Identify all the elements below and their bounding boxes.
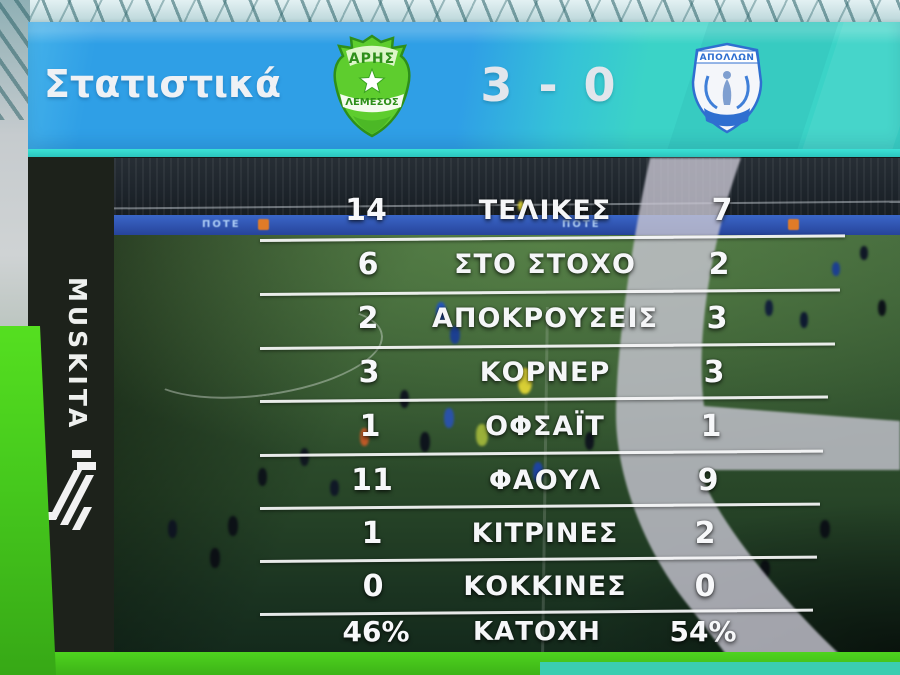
stat-home-value: 1 bbox=[359, 409, 381, 444]
stat-away-value: 3 bbox=[703, 355, 725, 390]
stat-home-value: 2 bbox=[357, 301, 379, 336]
ad-text: ΠΟΤΕ bbox=[202, 219, 241, 230]
stadium-stands bbox=[114, 158, 900, 216]
ad-logo-square bbox=[258, 219, 269, 230]
player-figure bbox=[450, 326, 460, 344]
stat-label: ΣΤΟ ΣΤΟΧΟ bbox=[454, 249, 636, 280]
player-figure bbox=[533, 462, 543, 482]
player-figure bbox=[765, 300, 773, 316]
player-figure bbox=[300, 448, 309, 466]
header-underline bbox=[28, 149, 900, 157]
stadium-roof bbox=[0, 0, 900, 26]
player-figure bbox=[330, 480, 339, 496]
match-score: 3 - 0 bbox=[480, 58, 621, 112]
ad-text: ΠΟΤΕ bbox=[562, 219, 601, 230]
player-figure bbox=[820, 520, 830, 538]
stat-home-value: 46% bbox=[342, 615, 410, 648]
player-figure bbox=[420, 432, 430, 452]
stat-away-value: 0 bbox=[694, 569, 716, 604]
apollon-crest: ΑΠΟΛΛΩΝ bbox=[691, 42, 763, 134]
stat-away-value: 7 bbox=[711, 193, 733, 228]
teal-board-foreground bbox=[540, 662, 900, 675]
stat-label: ΑΠΟΚΡΟΥΣΕΙΣ bbox=[431, 303, 659, 334]
stat-label: ΦΑΟΥΛ bbox=[488, 465, 602, 496]
player-figure bbox=[258, 468, 267, 486]
stat-label: ΤΕΛΙΚΕΣ bbox=[478, 195, 612, 226]
ad-logo-square bbox=[788, 219, 799, 230]
stat-home-value: 14 bbox=[345, 193, 387, 228]
stat-home-value: 6 bbox=[357, 247, 379, 282]
match-video-area: ΠΟΤΕ ΠΟΤΕ bbox=[114, 158, 900, 652]
aris-name: ΑΡΗΣ bbox=[349, 51, 395, 67]
stat-away-value: 2 bbox=[694, 516, 716, 551]
player-figure bbox=[518, 368, 532, 394]
player-figure bbox=[360, 428, 369, 446]
player-figure bbox=[878, 300, 886, 316]
aris-crest: ΑΡΗΣ ΛΕΜΕΣΟΣ bbox=[333, 34, 411, 138]
player-figure bbox=[444, 408, 454, 428]
muskita-logo-icon bbox=[44, 450, 96, 530]
sponsor-name: MUSKITA bbox=[63, 277, 92, 432]
apollon-name: ΑΠΟΛΛΩΝ bbox=[700, 53, 755, 63]
stat-away-value: 54% bbox=[669, 615, 737, 648]
aris-city: ΛΕΜΕΣΟΣ bbox=[345, 97, 399, 108]
stat-away-value: 1 bbox=[700, 409, 722, 444]
stat-away-value: 2 bbox=[708, 247, 730, 282]
stat-home-value: 1 bbox=[361, 516, 383, 551]
player-figure bbox=[800, 312, 808, 328]
stat-label: ΟΦΣΑΪΤ bbox=[485, 411, 605, 442]
star-icon bbox=[358, 67, 386, 94]
stat-home-value: 11 bbox=[351, 463, 393, 498]
player-figure bbox=[760, 560, 770, 578]
stat-label: ΚΟΡΝΕΡ bbox=[479, 357, 611, 388]
stat-home-value: 3 bbox=[358, 355, 380, 390]
steward-figure bbox=[518, 201, 524, 211]
player-figure bbox=[168, 520, 177, 538]
player-figure bbox=[860, 246, 868, 260]
stat-away-value: 3 bbox=[706, 301, 728, 336]
roof-truss-pattern bbox=[0, 0, 30, 120]
player-figure bbox=[210, 548, 220, 568]
player-figure bbox=[436, 302, 446, 322]
stat-label: ΚΑΤΟΧΗ bbox=[473, 617, 601, 647]
stat-label: ΚΟΚΚΙΝΕΣ bbox=[463, 571, 627, 602]
player-figure bbox=[476, 424, 488, 446]
player-figure bbox=[585, 432, 594, 450]
player-figure bbox=[228, 516, 238, 536]
stat-away-value: 9 bbox=[697, 463, 719, 498]
page-title: Στατιστικά bbox=[44, 62, 282, 106]
player-figure bbox=[832, 262, 840, 276]
stat-home-value: 0 bbox=[362, 569, 384, 604]
stat-label: ΚΙΤΡΙΝΕΣ bbox=[471, 518, 619, 549]
